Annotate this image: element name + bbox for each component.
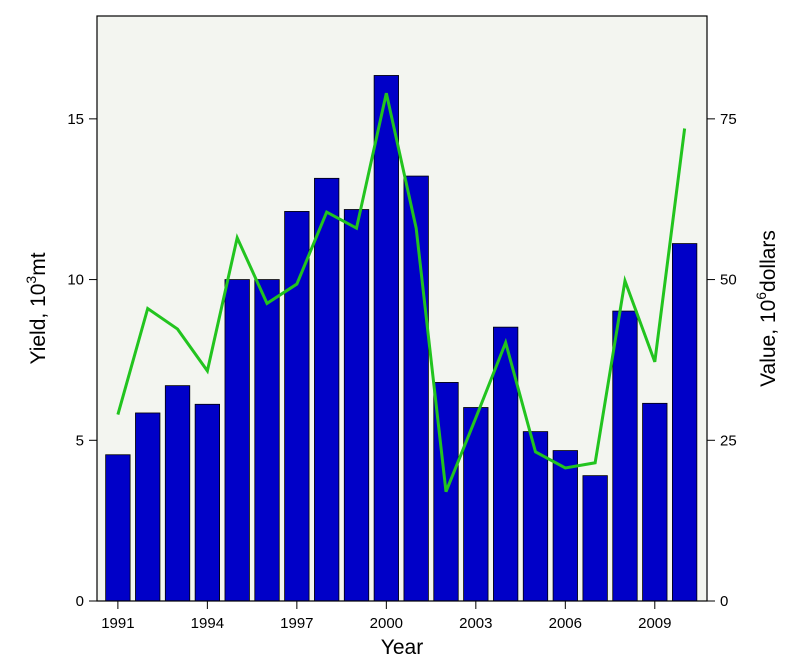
plot-frame xyxy=(96,15,708,602)
bar-1994 xyxy=(194,403,220,602)
x-tick-label-2009: 2009 xyxy=(638,615,671,632)
y-axis-left-title: Yield, 103mt xyxy=(23,252,50,364)
bar-1997 xyxy=(284,211,310,602)
x-tick-label-2000: 2000 xyxy=(370,615,403,632)
bar-2006 xyxy=(552,450,578,602)
y-left-tick-label-5: 5 xyxy=(76,432,84,449)
y-right-tick-label-25: 25 xyxy=(720,432,737,449)
y-axis-right-title-main: Value, 10 xyxy=(757,300,780,387)
y-left-tick-label-15: 15 xyxy=(67,111,84,128)
bar-2005 xyxy=(522,431,549,602)
bar-1991 xyxy=(105,454,131,602)
bar-1993 xyxy=(164,385,191,602)
value-line-group xyxy=(116,92,687,493)
x-tick-label-1997: 1997 xyxy=(280,615,313,632)
bar-1999 xyxy=(343,209,370,602)
y-left-tick-label-10: 10 xyxy=(67,272,84,289)
x-tick-label-1994: 1994 xyxy=(191,615,224,632)
y-axis-left-title-exponent: 3 xyxy=(23,276,39,284)
x-tick-label-2006: 2006 xyxy=(549,615,582,632)
bar-2009 xyxy=(642,402,668,602)
y-left-tick-label-0: 0 xyxy=(76,593,84,610)
bar-2008 xyxy=(612,310,638,602)
y-axis-right-title-unit: dollars xyxy=(757,230,780,292)
bar-2007 xyxy=(582,475,608,602)
y-axis-right-title: Value, 106dollars xyxy=(753,230,780,387)
y-axis-left-title-unit: mt xyxy=(27,252,50,275)
y-axis-left: 0 5 10 15 xyxy=(67,111,97,610)
x-axis: 1991 1994 1997 2000 2003 2006 2009 xyxy=(101,601,671,632)
y-right-tick-label-0: 0 xyxy=(720,593,728,610)
bar-2010 xyxy=(671,243,698,602)
x-axis-title: Year xyxy=(381,636,423,659)
x-tick-label-1991: 1991 xyxy=(101,615,134,632)
y-right-tick-label-50: 50 xyxy=(720,272,737,289)
bar-1992 xyxy=(135,412,161,602)
y-right-tick-label-75: 75 xyxy=(720,111,737,128)
x-tick-label-2003: 2003 xyxy=(459,615,492,632)
bar-1996 xyxy=(254,279,280,602)
value-line xyxy=(116,92,687,493)
y-axis-right: 0 25 50 75 xyxy=(707,111,737,610)
bars-group xyxy=(105,75,698,602)
y-axis-left-title-main: Yield, 10 xyxy=(27,284,50,365)
bar-2000 xyxy=(373,75,399,602)
bar-1998 xyxy=(314,177,340,602)
y-axis-right-title-exponent: 6 xyxy=(753,292,769,300)
bar-1995 xyxy=(224,279,250,602)
